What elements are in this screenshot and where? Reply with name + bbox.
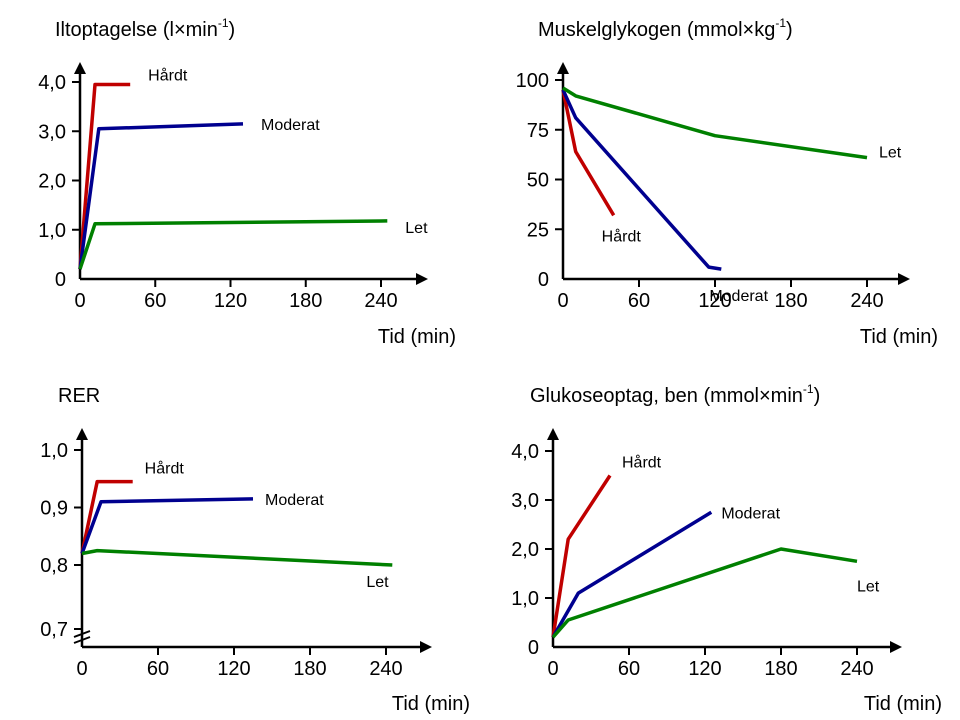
y-tick-label: 1,0 (40, 440, 68, 462)
chart-oxygen-uptake: Iltoptagelse (l×min-1) Tid (min) 0 60 120 1… (38, 16, 456, 348)
y-tick-label: 3,0 (511, 490, 539, 512)
x-tick-label: 180 (764, 658, 797, 680)
y-axis-arrowhead (547, 428, 559, 440)
y-tick-label: 0 (538, 269, 549, 291)
series-label: Moderat (265, 492, 324, 509)
y-tick-label: 2,0 (511, 539, 539, 561)
x-axis-arrowhead (898, 273, 910, 285)
series-line (551, 510, 713, 639)
x-tick-label: 60 (147, 658, 169, 680)
y-tick-label: 100 (516, 70, 549, 92)
x-tick-label: 0 (76, 658, 87, 680)
y-tick-label: 0,8 (40, 555, 68, 577)
x-tick-label: 60 (144, 290, 166, 312)
series-line (561, 89, 722, 271)
y-tick-label: 75 (527, 120, 549, 142)
y-tick-label: 0,7 (40, 619, 68, 641)
chart-title: Muskelglykogen (mmol×kg-1) (538, 16, 793, 41)
series-line (562, 86, 868, 160)
y-axis-arrowhead (76, 428, 88, 440)
y-tick-label: 1,0 (511, 588, 539, 610)
chart-rer: RER Tid (min) 0 60 120 180 240 0,7 0,8 0,9 1,0 Hå… (40, 385, 470, 715)
series-line (80, 497, 254, 555)
x-axis-label: Tid (min) (860, 326, 938, 348)
x-tick-label: 120 (217, 658, 250, 680)
plot-area: 0 60 120 180 240 0 1,0 2,0 3,0 4,0 Hårdt Moderat Let (511, 428, 902, 680)
series-label: Let (857, 578, 880, 595)
y-tick-label: 50 (527, 170, 549, 192)
chart-title: Glukoseoptag, ben (mmol×min-1) (530, 382, 820, 407)
chart-glucose-uptake: Glukoseoptag, ben (mmol×min-1) Tid (min)… (511, 382, 942, 715)
series-line (80, 479, 133, 554)
x-tick-label: 120 (688, 658, 721, 680)
y-tick-label: 4,0 (511, 441, 539, 463)
x-tick-label: 180 (774, 290, 807, 312)
x-tick-label: 240 (369, 658, 402, 680)
x-tick-label: 180 (293, 658, 326, 680)
series-line (561, 89, 616, 217)
y-axis-arrowhead (74, 62, 86, 74)
x-tick-label: 60 (618, 658, 640, 680)
chart-muscle-glycogen: Muskelglykogen (mmol×kg-1) Tid (min) 0 60… (516, 16, 938, 348)
x-tick-label: 0 (74, 290, 85, 312)
plot-area: 0 60 120 180 240 0,7 0,8 0,9 1,0 Hårdt Moderat Let (40, 428, 432, 680)
x-axis-label: Tid (min) (378, 326, 456, 348)
y-tick-label: 2,0 (38, 171, 66, 193)
series-label: Moderat (709, 288, 768, 305)
series-label: Let (366, 574, 389, 591)
x-tick-label: 240 (840, 658, 873, 680)
y-tick-label: 0 (528, 637, 539, 659)
x-tick-label: 180 (289, 290, 322, 312)
chart-title: Iltoptagelse (l×min-1) (55, 16, 235, 41)
series-line (551, 547, 858, 639)
series-label: Moderat (721, 505, 780, 522)
y-tick-label: 1,0 (38, 220, 66, 242)
series-label: Let (405, 220, 428, 237)
series-line (78, 122, 244, 270)
plot-area: 0 60 120 180 240 0 25 50 75 100 Hårdt Moderat Let (516, 62, 910, 312)
x-axis-label: Tid (min) (392, 693, 470, 715)
series-label: Hårdt (602, 227, 642, 245)
x-tick-label: 120 (214, 290, 247, 312)
series-line (78, 82, 131, 270)
y-tick-label: 25 (527, 219, 549, 241)
x-axis-label: Tid (min) (864, 693, 942, 715)
x-tick-label: 240 (850, 290, 883, 312)
series-line (551, 474, 612, 638)
series-label: Hårdt (622, 454, 662, 472)
axis-break-mark (73, 636, 91, 644)
series-label: Let (879, 145, 902, 162)
y-tick-label: 0,9 (40, 498, 68, 520)
y-tick-label: 3,0 (38, 121, 66, 143)
series-label: Hårdt (145, 460, 185, 478)
y-tick-label: 4,0 (38, 72, 66, 94)
x-axis-arrowhead (890, 641, 902, 653)
x-axis-arrowhead (416, 273, 428, 285)
series-line (78, 219, 388, 270)
x-axis-arrowhead (420, 641, 432, 653)
series-label: Hårdt (148, 66, 188, 84)
y-axis-arrowhead (557, 62, 569, 74)
plot-area: 0 60 120 180 240 0 1,0 2,0 3,0 4,0 Hårdt Moderat Let (38, 62, 428, 312)
x-tick-label: 0 (557, 290, 568, 312)
y-tick-label: 0 (55, 269, 66, 291)
x-tick-label: 120 (698, 290, 731, 312)
x-tick-label: 240 (364, 290, 397, 312)
x-tick-label: 60 (628, 290, 650, 312)
x-tick-label: 0 (547, 658, 558, 680)
chart-title: RER (58, 385, 100, 407)
series-label: Moderat (261, 117, 320, 134)
series-line (81, 548, 393, 567)
axis-break-mark (73, 630, 91, 638)
